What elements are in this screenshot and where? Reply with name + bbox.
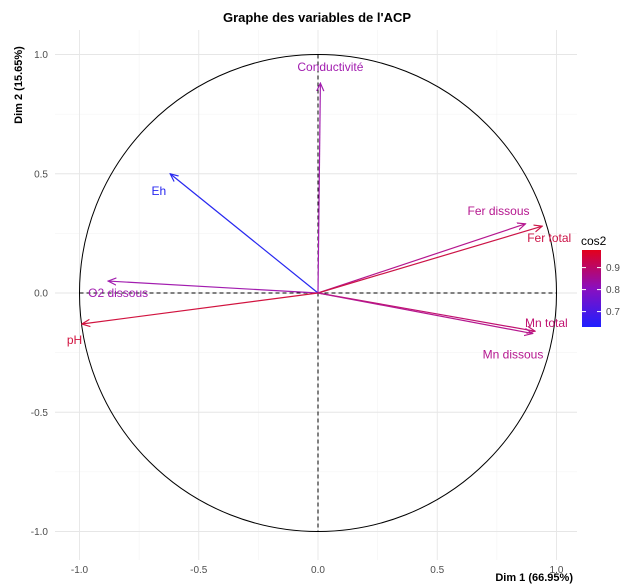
arrow-fer-dissous — [317, 224, 525, 294]
arrow-o2-dissous — [108, 281, 319, 294]
y-tick-label: 0.5 — [34, 169, 48, 180]
y-axis-title: Dim 2 (15.65%) — [13, 46, 25, 124]
plot-area: -1.0 -0.5 0.0 0.5 1.0 -1.0 -0.5 0.0 0.5 1.0 Conduc… — [31, 30, 577, 576]
label-ph: pH — [67, 333, 82, 347]
chart-title: Graphe des variables de l'ACP — [223, 10, 411, 25]
legend-tick-label: 0.9 — [606, 263, 620, 274]
arrow-eh — [170, 174, 319, 294]
legend-title: cos2 — [581, 234, 607, 248]
arrow-mn-dissous — [317, 292, 533, 334]
x-tick-label: 0.5 — [430, 565, 444, 576]
arrow-conductivite — [318, 83, 320, 294]
y-tick-label: 0.0 — [34, 289, 48, 300]
x-tick-label: -1.0 — [71, 565, 89, 576]
arrow-ph — [82, 292, 319, 324]
legend-tick-label: 0.7 — [606, 307, 620, 318]
label-fer-dissous: Fer dissous — [467, 204, 529, 218]
label-eh: Eh — [151, 184, 166, 198]
x-tick-label: 1.0 — [550, 565, 564, 576]
arrow-fer-total — [317, 226, 542, 294]
label-mn-dissous: Mn dissous — [483, 348, 544, 362]
x-tick-label: 0.0 — [311, 565, 325, 576]
label-mn-total: Mn total — [525, 316, 568, 330]
legend-colorbar — [582, 250, 601, 327]
y-tick-label: 1.0 — [34, 50, 48, 61]
y-tick-label: -1.0 — [31, 527, 49, 538]
x-axis-title: Dim 1 (66.95%) — [495, 572, 573, 584]
cos2-legend: cos2 0.7 0.8 0.9 — [581, 234, 620, 327]
x-tick-label: -0.5 — [190, 565, 208, 576]
y-tick-label: -0.5 — [31, 408, 49, 419]
label-conductivite: Conductivité — [297, 60, 363, 74]
legend-tick-label: 0.8 — [606, 285, 620, 296]
label-fer-total: Fer total — [527, 231, 571, 245]
label-o2-dissous: O2 dissous — [88, 286, 148, 300]
